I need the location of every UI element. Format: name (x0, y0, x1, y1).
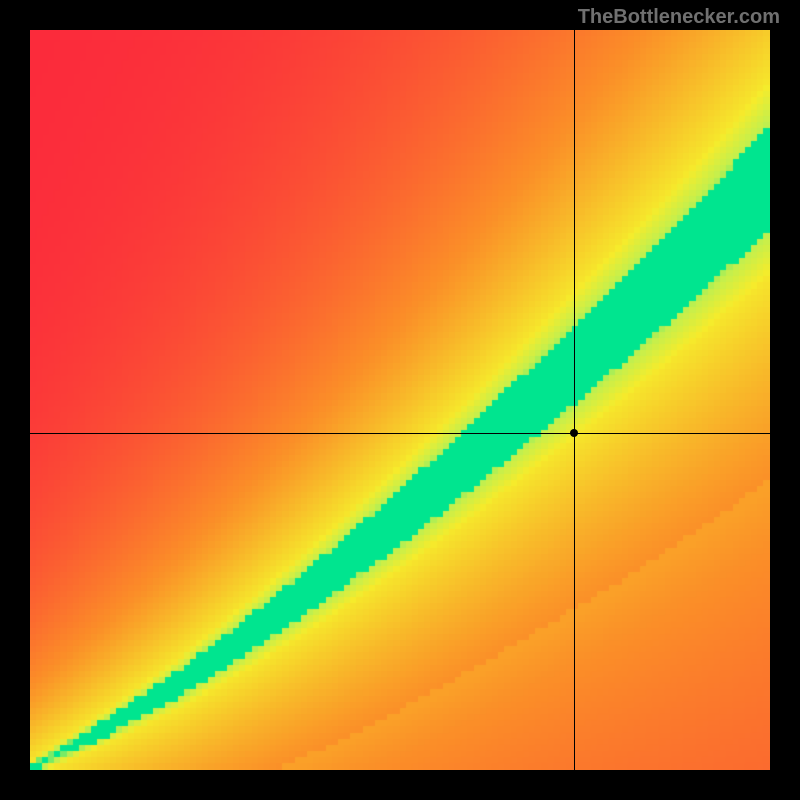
chart-container: TheBottlenecker.com (0, 0, 800, 800)
crosshair-marker (570, 429, 578, 437)
crosshair-horizontal (30, 433, 770, 434)
heatmap-plot (30, 30, 770, 770)
crosshair-vertical (574, 30, 575, 770)
watermark-text: TheBottlenecker.com (578, 6, 780, 29)
heatmap-canvas (30, 30, 770, 770)
